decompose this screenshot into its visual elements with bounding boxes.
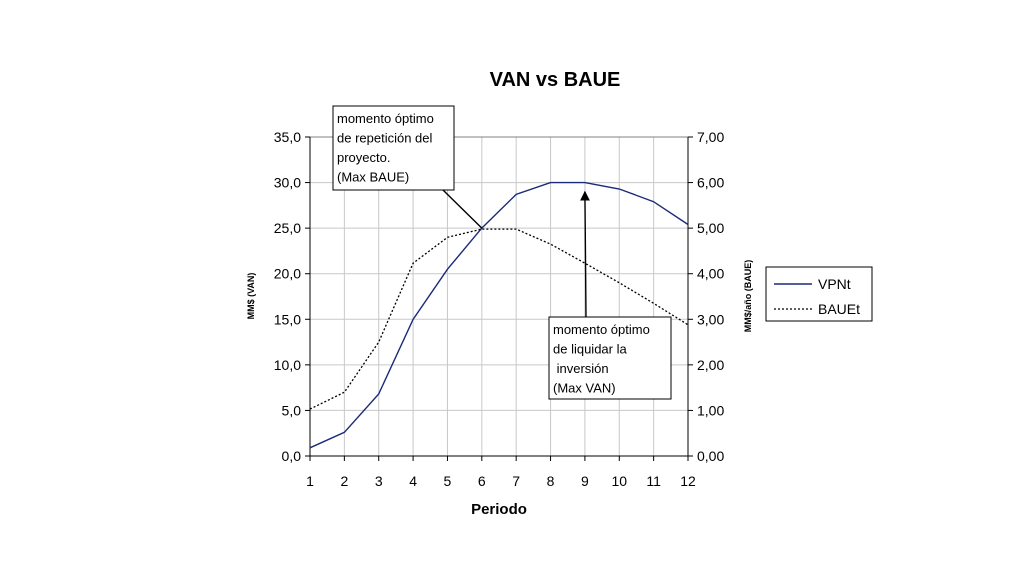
x-tick-label: 2 bbox=[340, 473, 348, 489]
legend: VPNt BAUEt bbox=[765, 266, 873, 322]
y-left-tick-label: 25,0 bbox=[274, 220, 301, 236]
annotation-box-2 bbox=[548, 316, 672, 400]
x-tick-label: 11 bbox=[646, 473, 661, 489]
y-left-tick-label: 35,0 bbox=[274, 129, 301, 145]
annotation-text-1: de repetición del bbox=[337, 131, 433, 146]
x-tick-label: 3 bbox=[375, 473, 383, 489]
chart-title: VAN vs BAUE bbox=[490, 69, 621, 91]
y-left-tick-label: 20,0 bbox=[274, 266, 301, 282]
x-tick-label: 1 bbox=[306, 473, 314, 489]
annotation-text-2: momento óptimo bbox=[553, 322, 650, 337]
annotation-arrow-1 bbox=[442, 189, 483, 229]
annotation-text-2: (Max VAN) bbox=[553, 381, 616, 396]
y-right-tick-label: 3,00 bbox=[697, 311, 724, 327]
y-left-tick-label: 0,0 bbox=[282, 448, 302, 464]
y-left-tick-label: 15,0 bbox=[274, 311, 301, 327]
legend-label-vpnt: VPNt bbox=[818, 276, 851, 292]
axes: 0,0 5,0 10,0 15,0 20,0 25,0 30,0 35,0 0,00 1,00 2,… bbox=[274, 129, 725, 489]
y-right-tick-label: 6,00 bbox=[697, 175, 724, 191]
y-right-tick-label: 7,00 bbox=[697, 129, 724, 145]
annotations: momento óptimo de repetición del proyecto.… bbox=[332, 105, 672, 400]
annotation-text-2: de liquidar la bbox=[553, 342, 627, 357]
y-right-tick-label: 1,00 bbox=[697, 402, 724, 418]
y-left-tick-label: 5,0 bbox=[282, 402, 302, 418]
x-axis-label: Periodo bbox=[471, 501, 527, 518]
x-tick-label: 5 bbox=[444, 473, 452, 489]
series-line-vpnt bbox=[309, 181, 689, 449]
series-group bbox=[309, 181, 689, 449]
y-axis-left-label: MM$ (VAN) bbox=[246, 273, 256, 320]
y-left-tick-label: 30,0 bbox=[274, 175, 301, 191]
y-left-tick-label: 10,0 bbox=[274, 357, 301, 373]
y-right-tick-label: 4,00 bbox=[697, 266, 724, 282]
x-tick-label: 10 bbox=[611, 473, 627, 489]
y-right-tick-label: 5,00 bbox=[697, 220, 724, 236]
x-tick-label: 12 bbox=[680, 473, 696, 489]
annotation-text-1: proyecto. bbox=[337, 150, 390, 165]
y-right-tick-label: 0,00 bbox=[697, 448, 724, 464]
legend-box bbox=[765, 266, 873, 322]
y-axis-right-label: MM$/año (BAUE) bbox=[743, 260, 753, 333]
y-right-tick-label: 2,00 bbox=[697, 357, 724, 373]
x-tick-label: 6 bbox=[478, 473, 486, 489]
legend-label-bauet: BAUEt bbox=[818, 301, 860, 317]
annotation-arrow-2 bbox=[580, 190, 590, 318]
annotation-text-1: (Max BAUE) bbox=[337, 170, 409, 185]
annotation-text-2: inversión bbox=[553, 361, 609, 376]
annotation-text-1: momento óptimo bbox=[337, 111, 434, 126]
series-line-bauet bbox=[309, 228, 689, 410]
x-tick-label: 4 bbox=[409, 473, 417, 489]
x-tick-label: 9 bbox=[581, 473, 589, 489]
x-tick-label: 7 bbox=[512, 473, 520, 489]
x-tick-label: 8 bbox=[547, 473, 555, 489]
annotation-box-1 bbox=[332, 105, 455, 191]
